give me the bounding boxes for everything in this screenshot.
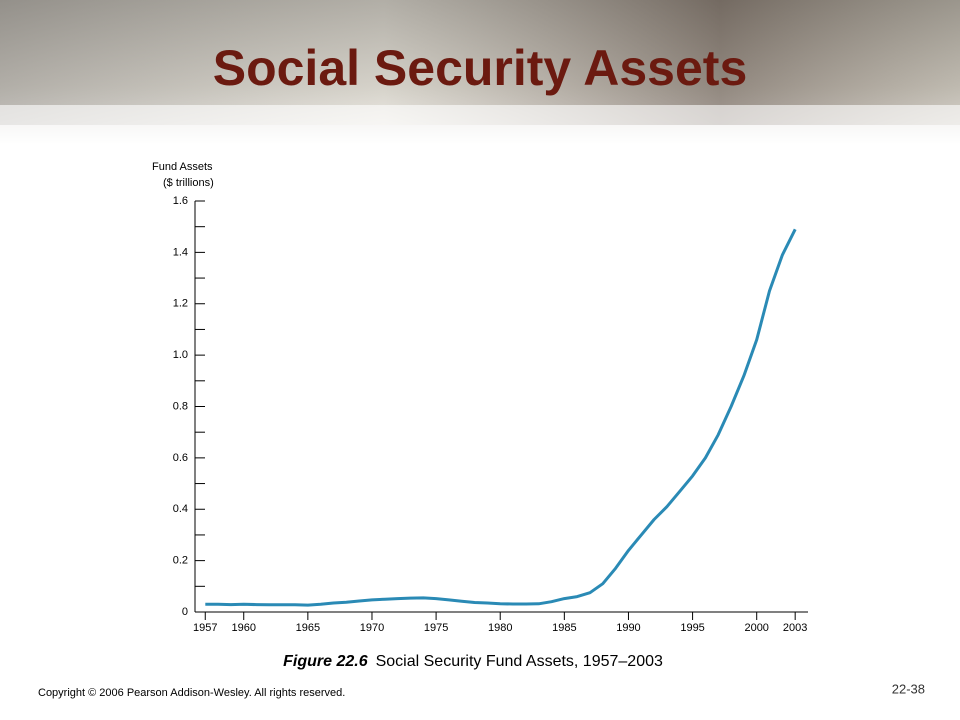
caption-text: Social Security Fund Assets, 1957–2003 [376, 653, 663, 670]
y-tick-label: 0.2 [173, 555, 188, 567]
y-tick-label: 0 [182, 606, 188, 618]
header-fade [0, 105, 960, 150]
y-tick-label: 1.0 [173, 349, 188, 361]
x-tick-label: 1965 [296, 622, 320, 634]
y-tick-label: 0.4 [173, 503, 188, 515]
x-tick-label: 2000 [744, 622, 768, 634]
x-tick-label: 1985 [552, 622, 576, 634]
page-number: 22-38 [892, 681, 925, 696]
copyright: Copyright © 2006 Pearson Addison-Wesley.… [38, 687, 345, 699]
x-tick-label: 1970 [360, 622, 384, 634]
x-tick-label: 1990 [616, 622, 640, 634]
x-tick-label: 1957 [193, 622, 217, 634]
y-axis-label: ($ trillions) [163, 177, 214, 189]
slide-title: Social Security Assets [213, 40, 748, 96]
y-tick-label: 1.2 [173, 298, 188, 310]
data-line [205, 228, 797, 607]
y-tick-label: 0.8 [173, 400, 188, 412]
x-tick-label: 2003 [783, 622, 807, 634]
x-tick-label: 1995 [680, 622, 704, 634]
y-tick-label: 1.4 [173, 246, 188, 258]
figure-caption: Figure 22.6 Social Security Fund Assets, … [283, 653, 663, 670]
x-tick-label: 1980 [488, 622, 512, 634]
y-tick-label: 0.6 [173, 452, 188, 464]
x-tick-label: 1975 [424, 622, 448, 634]
x-tick-label: 1960 [231, 622, 255, 634]
y-axis-label: Fund Assets [152, 161, 213, 173]
y-tick-label: 1.6 [173, 195, 188, 207]
header-texture [0, 0, 960, 125]
caption-label: Figure 22.6 [283, 653, 368, 670]
